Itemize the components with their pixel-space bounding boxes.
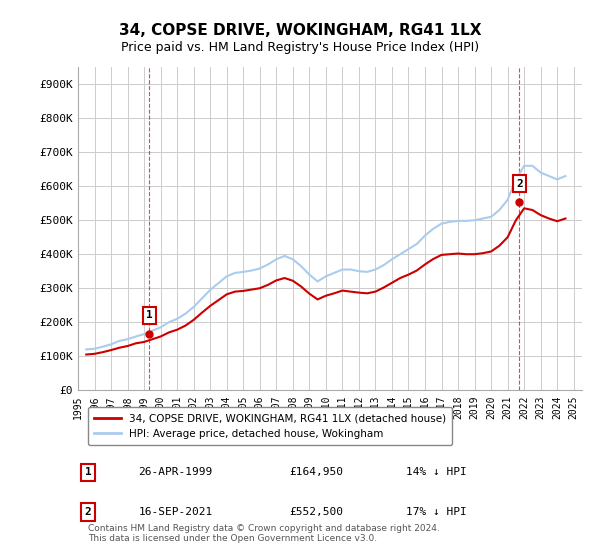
Text: 26-APR-1999: 26-APR-1999: [139, 468, 213, 478]
Text: 17% ↓ HPI: 17% ↓ HPI: [406, 507, 466, 517]
Text: 16-SEP-2021: 16-SEP-2021: [139, 507, 213, 517]
Text: £164,950: £164,950: [290, 468, 344, 478]
Text: 1: 1: [146, 310, 153, 320]
Legend: 34, COPSE DRIVE, WOKINGHAM, RG41 1LX (detached house), HPI: Average price, detac: 34, COPSE DRIVE, WOKINGHAM, RG41 1LX (de…: [88, 407, 452, 445]
Text: Contains HM Land Registry data © Crown copyright and database right 2024.
This d: Contains HM Land Registry data © Crown c…: [88, 524, 440, 543]
Text: £552,500: £552,500: [290, 507, 344, 517]
Text: 2: 2: [85, 507, 91, 517]
Text: 34, COPSE DRIVE, WOKINGHAM, RG41 1LX: 34, COPSE DRIVE, WOKINGHAM, RG41 1LX: [119, 24, 481, 38]
Text: 2: 2: [516, 179, 523, 189]
Text: 14% ↓ HPI: 14% ↓ HPI: [406, 468, 466, 478]
Text: Price paid vs. HM Land Registry's House Price Index (HPI): Price paid vs. HM Land Registry's House …: [121, 41, 479, 54]
Text: 1: 1: [85, 468, 91, 478]
